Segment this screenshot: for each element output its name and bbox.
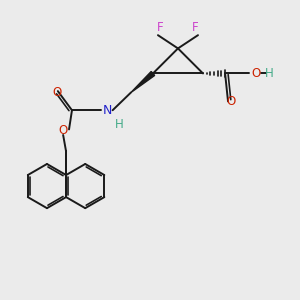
Text: F: F [192, 21, 199, 34]
Text: N: N [103, 104, 112, 117]
Text: O: O [226, 95, 236, 108]
Text: H: H [115, 118, 124, 131]
Polygon shape [131, 71, 155, 93]
Text: H: H [265, 67, 274, 80]
Text: F: F [157, 21, 164, 34]
Text: O: O [251, 67, 261, 80]
Text: O: O [58, 124, 68, 137]
Text: O: O [52, 86, 62, 99]
